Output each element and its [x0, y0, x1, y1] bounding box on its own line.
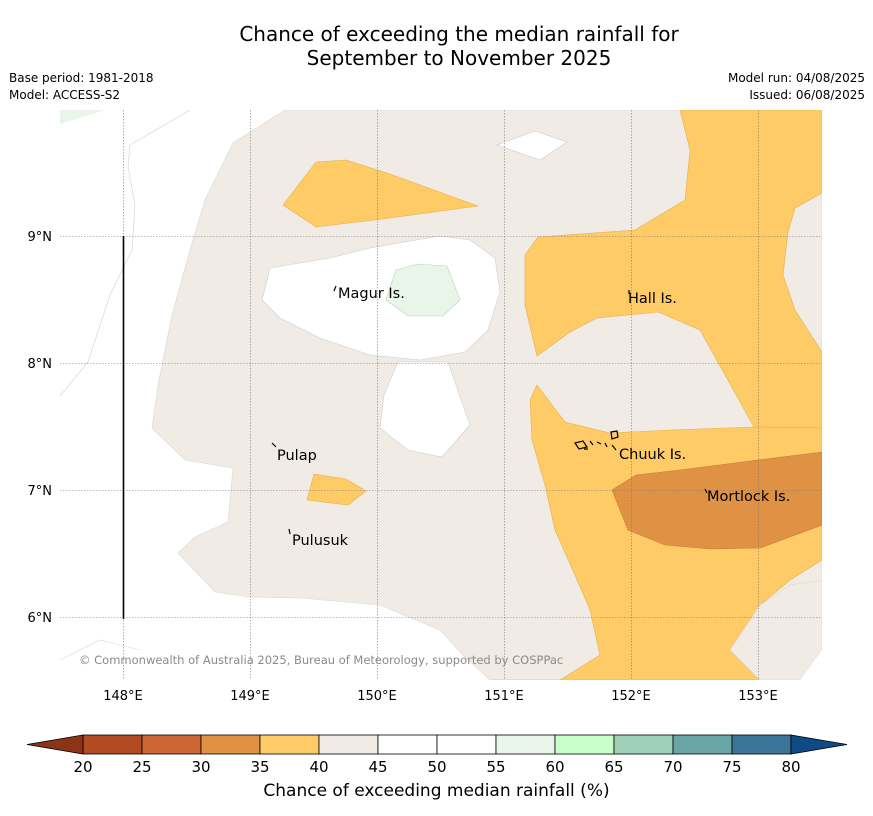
pulap-island-shape: [271, 442, 277, 448]
colorbar-tick-40: 40: [309, 758, 328, 776]
contour-line-west: [60, 110, 191, 397]
colorbar-bin-50-55: [436, 734, 497, 755]
band-55-60-magur: [385, 263, 461, 317]
model-run-text: Model run: 04/08/2025: [727, 71, 865, 85]
band-35-40-east: [524, 110, 822, 429]
y-tick-9n: 9°N: [28, 230, 53, 245]
colorbar-bin-70-75: [672, 734, 733, 755]
model-text: Model: ACCESS-S2: [9, 88, 121, 102]
place-label-hall: Hall Is.: [628, 291, 677, 307]
band-35-40-pulap: [306, 473, 367, 506]
colorbar-tick-35: 35: [250, 758, 269, 776]
x-tick-150e: 150°E: [357, 689, 397, 704]
colorbar-tick-25: 25: [132, 758, 151, 776]
mortlock-island-shape: [704, 488, 708, 494]
band-35-40-north: [282, 159, 479, 228]
colorbar-tick-30: 30: [191, 758, 210, 776]
x-tick-153e: 153°E: [738, 689, 778, 704]
colorbar-bin-45-50: [377, 734, 438, 755]
colorbar-bin-65-70: [613, 734, 674, 755]
colorbar: 20 25 30 35 40 45 50 55 60 65 70 75 80: [26, 734, 848, 776]
map-title: Chance of exceeding the median rainfall …: [0, 22, 873, 70]
band-40-45-se-edge: [800, 650, 822, 680]
pulusuk-island-shape: [288, 528, 291, 535]
map-area: Magur Is. Hall Is. Pulap Chuuk Is. Mortl…: [60, 110, 822, 680]
colorbar-extend-high: [790, 734, 848, 755]
y-tick-8n: 8°N: [28, 357, 53, 372]
colorbar-tick-75: 75: [722, 758, 741, 776]
colorbar-tick-50: 50: [427, 758, 446, 776]
colorbar-bin-40-45: [318, 734, 379, 755]
band-40-45-se: [729, 579, 822, 680]
colorbar-tick-80: 80: [781, 758, 800, 776]
colorbar-bin-75-80: [731, 734, 792, 755]
colorbar-bin-60-65: [554, 734, 615, 755]
x-axis-labels: 148°E 149°E 150°E 151°E 152°E 153°E: [103, 689, 778, 704]
y-tick-6n: 6°N: [28, 611, 53, 626]
issued-text: Issued: 06/08/2025: [749, 88, 865, 102]
colorbar-title: Chance of exceeding median rainfall (%): [263, 781, 610, 801]
x-tick-149e: 149°E: [230, 689, 270, 704]
place-labels: Magur Is. Hall Is. Pulap Chuuk Is. Mortl…: [277, 286, 790, 549]
colorbar-bin-25-30: [141, 734, 202, 755]
band-30-35-mortlock: [611, 451, 822, 550]
y-axis-labels: 9°N 8°N 7°N 6°N: [28, 230, 53, 626]
copyright-text: © Commonwealth of Australia 2025, Bureau…: [79, 653, 564, 667]
colorbar-tick-60: 60: [545, 758, 564, 776]
colorbar-tick-70: 70: [663, 758, 682, 776]
band-45-55-ne: [496, 130, 568, 161]
base-period-text: Base period: 1981-2018: [9, 71, 154, 85]
colorbar-tick-55: 55: [486, 758, 505, 776]
colorbar-bin-35-40: [259, 734, 320, 755]
band-45-55-south: [379, 361, 471, 458]
magur-island-shape: [333, 285, 337, 292]
colorbar-bins: [82, 734, 792, 755]
place-label-pulusuk: Pulusuk: [292, 533, 349, 549]
place-label-chuuk: Chuuk Is.: [619, 447, 686, 463]
place-label-mortlock: Mortlock Is.: [707, 489, 790, 505]
colorbar-extend-low: [26, 734, 84, 755]
meta-left: Base period: 1981-2018 Model: ACCESS-S2: [9, 70, 154, 104]
x-tick-151e: 151°E: [484, 689, 524, 704]
contour-line-southwest: [60, 639, 141, 661]
colorbar-tick-labels: 20 25 30 35 40 45 50 55 60 65 70 75 80: [73, 758, 800, 776]
island-markers: [271, 285, 708, 535]
band-55-60-nw: [60, 110, 105, 124]
colorbar-tick-20: 20: [73, 758, 92, 776]
colorbar-tick-65: 65: [604, 758, 623, 776]
colorbar-tick-45: 45: [368, 758, 387, 776]
map-title-line1: Chance of exceeding the median rainfall …: [239, 22, 679, 46]
place-label-magur: Magur Is.: [338, 286, 405, 302]
colorbar-bin-30-35: [200, 734, 261, 755]
y-tick-7n: 7°N: [28, 484, 53, 499]
colorbar-bin-55-60: [495, 734, 556, 755]
chuuk-lagoon-shape: [574, 430, 619, 451]
meta-right: Model run: 04/08/2025 Issued: 06/08/2025: [728, 70, 865, 104]
x-tick-152e: 152°E: [611, 689, 651, 704]
place-label-pulap: Pulap: [277, 448, 317, 464]
map-title-line2: September to November 2025: [306, 46, 612, 70]
x-tick-148e: 148°E: [103, 689, 143, 704]
colorbar-bin-20-25: [82, 734, 143, 755]
